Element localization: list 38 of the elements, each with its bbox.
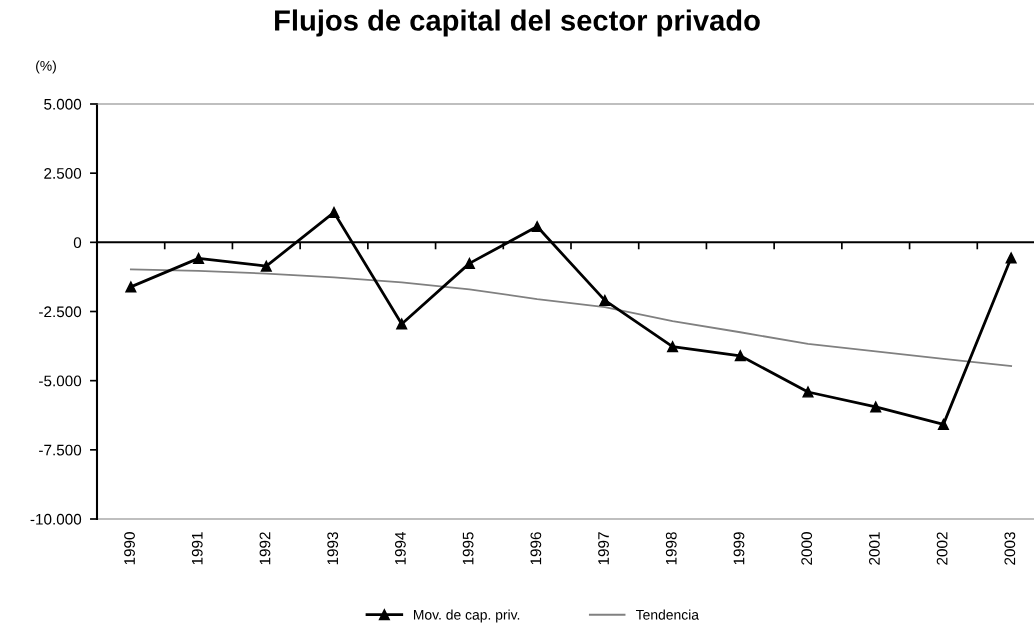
- point: [667, 341, 679, 353]
- x-tick-label: 1990: [124, 532, 135, 565]
- x-tick-label: 1991: [191, 532, 203, 565]
- x-tick-label: 1997: [598, 532, 609, 565]
- chart-title: Flujos de capital del sector privado: [275, 9, 760, 37]
- point: [396, 318, 408, 330]
- legend-label: Tendencia: [635, 609, 699, 620]
- point: [193, 252, 205, 264]
- y-axis-title: (%): [36, 60, 56, 74]
- legend-label: Mov. de cap. priv.: [413, 609, 520, 623]
- point: [531, 221, 543, 233]
- point: [802, 386, 814, 398]
- y-tick-label: -10.000: [30, 513, 82, 525]
- point: [260, 260, 272, 272]
- point: [125, 281, 137, 293]
- x-tick-label: 1999: [733, 532, 745, 565]
- x-tick-label: 1993: [327, 532, 339, 565]
- x-tick-label: 2001: [869, 532, 880, 565]
- point: [599, 294, 611, 306]
- y-tick-label: -7.500: [39, 444, 82, 456]
- x-tick-label: 1995: [462, 532, 474, 565]
- x-tick-label: 1994: [395, 531, 406, 565]
- point: [734, 350, 746, 362]
- x-tick-label: 1998: [665, 532, 677, 565]
- point: [870, 401, 882, 413]
- y-tick-label: 5.000: [44, 98, 82, 110]
- y-tick-label: -2.500: [39, 306, 82, 318]
- x-tick-label: 2002: [936, 532, 948, 565]
- point: [328, 206, 340, 219]
- x-tick-label: 2003: [1004, 532, 1016, 565]
- point: [1005, 252, 1017, 264]
- x-tick-label: 2000: [801, 532, 813, 565]
- y-tick-label: -5.000: [39, 375, 82, 387]
- x-tick-label: 1992: [259, 532, 271, 565]
- point: [937, 418, 949, 430]
- x-tick-label: 1996: [530, 532, 542, 565]
- y-tick-label: 2.500: [44, 168, 82, 179]
- y-tick-label: 0: [73, 237, 82, 249]
